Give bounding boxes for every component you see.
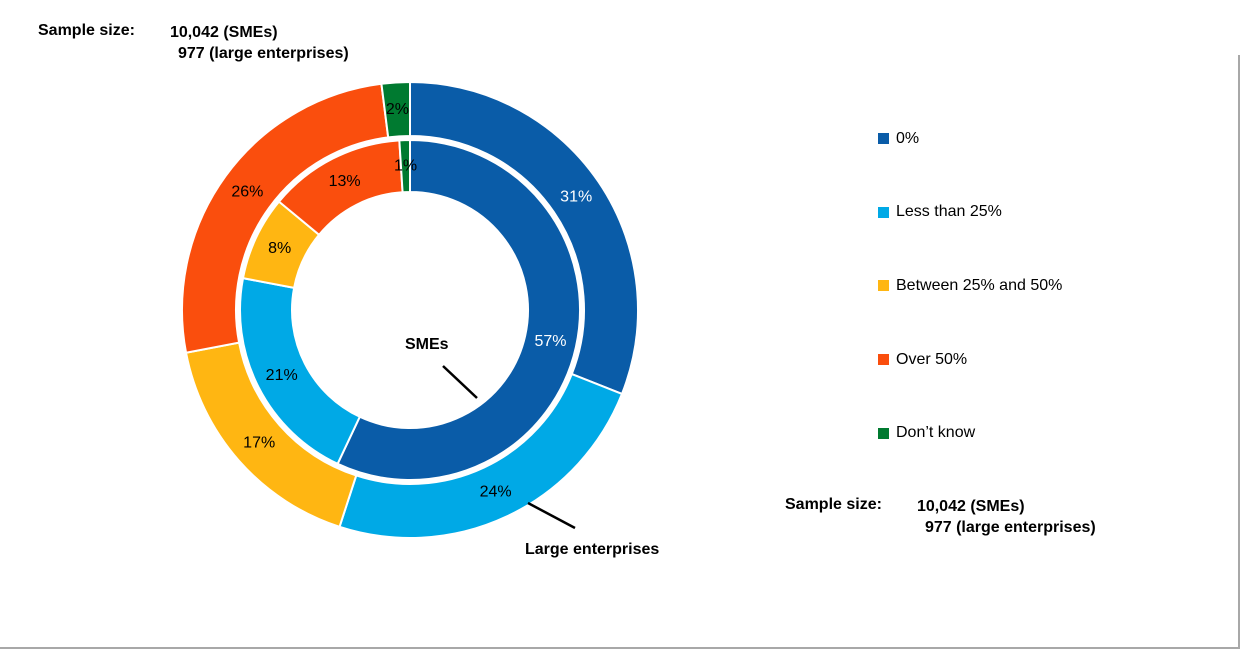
outer-ring-label-2: 17% xyxy=(243,434,275,451)
inner-ring-label-2: 8% xyxy=(268,240,291,257)
sample-size-note-top: Sample size: 10,042 (SMEs) 977 (large en… xyxy=(38,22,349,64)
sample-size-smes-value: 10,042 (SMEs) xyxy=(169,24,278,41)
legend-item-3: Over 50% xyxy=(878,349,967,370)
legend-item-label: Over 50% xyxy=(896,350,968,368)
legend-swatch-icon xyxy=(878,354,889,366)
inner-ring-label-0: 57% xyxy=(534,333,566,350)
inner-ring-segment-4 xyxy=(398,138,411,194)
legend-item-0: 0% xyxy=(878,128,919,149)
sample-size-large-value: 977 (large enterprises) xyxy=(924,519,1096,536)
sample-size-note-bottom: Sample size: 10,042 (SMEs) 977 (large en… xyxy=(785,496,1096,538)
outer-ring-label-4: 2% xyxy=(386,101,409,118)
legend-item-1: Less than 25% xyxy=(878,202,1002,223)
legend-item-label: Less than 25% xyxy=(896,203,1002,221)
legend-item-label: Don’t know xyxy=(896,424,976,442)
outer-ring-segment-4 xyxy=(380,80,411,139)
sample-size-large-value: 977 (large enterprises) xyxy=(177,45,349,62)
legend-swatch-icon xyxy=(878,280,889,292)
inner-ring-label-1: 21% xyxy=(266,367,298,384)
sample-size-values: 10,042 (SMEs) 977 (large enterprises) xyxy=(917,496,1096,538)
legend-item-2: Between 25% and 50% xyxy=(878,275,1062,296)
legend-item-label: 0% xyxy=(896,129,920,147)
smes-callout-label: SMEs xyxy=(405,336,449,353)
large-enterprises-callout-line xyxy=(527,501,576,530)
page-right-border xyxy=(1238,55,1240,649)
smes-callout-line xyxy=(442,365,478,399)
outer-ring-label-3: 26% xyxy=(231,183,263,200)
sample-size-values: 10,042 (SMEs) 977 (large enterprises) xyxy=(170,22,349,64)
legend-item-label: Between 25% and 50% xyxy=(896,276,1063,294)
page-bottom-border xyxy=(0,647,1240,649)
legend-swatch-icon xyxy=(878,427,889,439)
sample-size-label: Sample size: xyxy=(38,22,135,39)
outer-ring-segment-0 xyxy=(409,80,639,396)
outer-ring-label-1: 24% xyxy=(480,483,512,500)
sample-size-smes-value: 10,042 (SMEs) xyxy=(916,498,1025,515)
sample-size-label: Sample size: xyxy=(785,496,882,513)
legend-swatch-icon xyxy=(878,133,889,144)
inner-ring-label-4: 1% xyxy=(394,158,417,175)
large-enterprises-callout-label: Large enterprises xyxy=(525,541,660,558)
donut-chart: 57% 21% 8% 13% 1% 31% 24% 17% 26% 2% xyxy=(181,80,639,539)
outer-ring-label-0: 31% xyxy=(560,189,592,206)
legend-swatch-icon xyxy=(878,206,889,218)
inner-ring-label-3: 13% xyxy=(329,173,361,190)
inner-ring-segment-0 xyxy=(336,138,582,481)
legend-item-4: Don’t know xyxy=(878,423,975,444)
